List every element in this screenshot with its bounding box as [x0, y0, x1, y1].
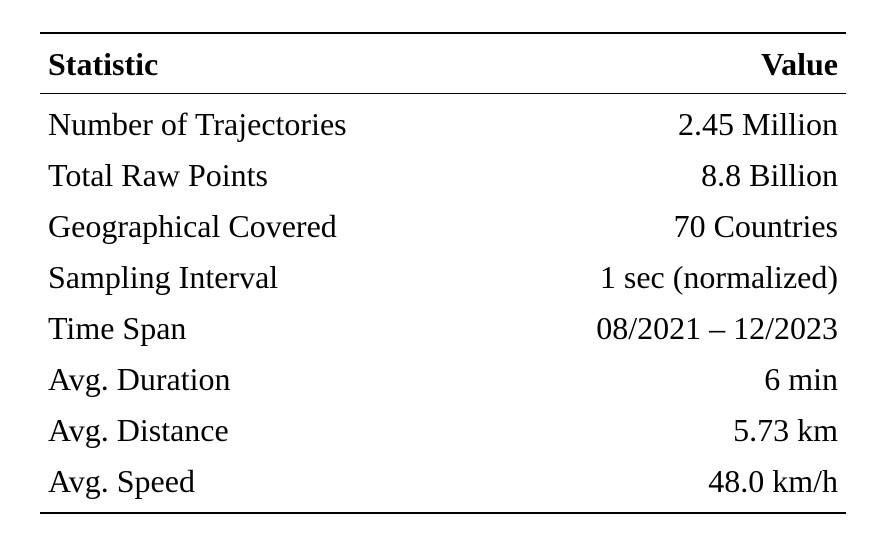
- table-row: Geographical Covered 70 Countries: [40, 201, 846, 252]
- stat-value: 1 sec (normalized): [483, 252, 846, 303]
- stat-value: 70 Countries: [483, 201, 846, 252]
- stat-label: Avg. Speed: [40, 456, 483, 513]
- stat-value: 48.0 km/h: [483, 456, 846, 513]
- column-header-statistic: Statistic: [40, 33, 483, 94]
- statistics-table: Statistic Value Number of Trajectories 2…: [40, 32, 846, 514]
- stat-label: Geographical Covered: [40, 201, 483, 252]
- table-row: Avg. Duration 6 min: [40, 354, 846, 405]
- statistics-table-container: Statistic Value Number of Trajectories 2…: [40, 32, 846, 514]
- stat-value: 5.73 km: [483, 405, 846, 456]
- stat-value: 8.8 Billion: [483, 150, 846, 201]
- stat-label: Sampling Interval: [40, 252, 483, 303]
- stat-value: 2.45 Million: [483, 94, 846, 151]
- stat-value: 6 min: [483, 354, 846, 405]
- table-row: Total Raw Points 8.8 Billion: [40, 150, 846, 201]
- stat-label: Total Raw Points: [40, 150, 483, 201]
- stat-label: Time Span: [40, 303, 483, 354]
- column-header-value: Value: [483, 33, 846, 94]
- table-row: Avg. Speed 48.0 km/h: [40, 456, 846, 513]
- table-row: Avg. Distance 5.73 km: [40, 405, 846, 456]
- table-row: Number of Trajectories 2.45 Million: [40, 94, 846, 151]
- stat-label: Avg. Distance: [40, 405, 483, 456]
- stat-label: Number of Trajectories: [40, 94, 483, 151]
- table-header-row: Statistic Value: [40, 33, 846, 94]
- table-row: Sampling Interval 1 sec (normalized): [40, 252, 846, 303]
- stat-value: 08/2021 – 12/2023: [483, 303, 846, 354]
- stat-label: Avg. Duration: [40, 354, 483, 405]
- table-row: Time Span 08/2021 – 12/2023: [40, 303, 846, 354]
